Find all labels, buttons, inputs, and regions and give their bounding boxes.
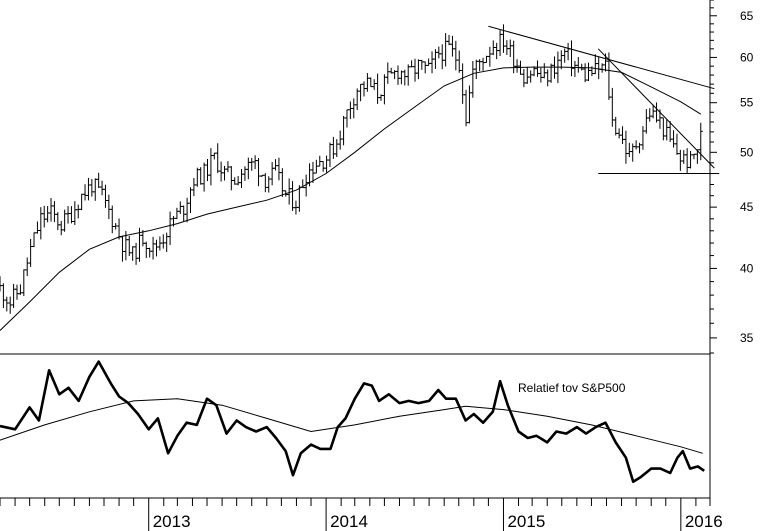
x-tick-label: 2014	[330, 512, 368, 531]
relative-panel-title: Relatief tov S&P500	[518, 381, 626, 395]
x-tick-label: 2016	[685, 512, 723, 531]
y-tick-label: 65	[740, 9, 754, 23]
price-panel	[0, 24, 720, 331]
y-tick-label: 35	[740, 331, 754, 345]
relative-panel: Relatief tov S&P500	[0, 360, 705, 484]
relative-average-line	[0, 398, 703, 454]
y-tick-label: 50	[740, 145, 754, 159]
price-bars	[0, 24, 703, 314]
trendline-2	[597, 48, 715, 169]
y-tick-label: 40	[740, 261, 754, 275]
y-tick-label: 55	[740, 96, 754, 110]
y-tick-label: 45	[740, 200, 754, 214]
y-tick-label: 60	[740, 50, 754, 64]
x-tick-label: 2015	[507, 512, 545, 531]
trendline-1	[488, 25, 715, 90]
moving-average-line	[0, 66, 702, 331]
relative-strength-line	[0, 360, 705, 484]
x-tick-label: 2013	[153, 512, 191, 531]
